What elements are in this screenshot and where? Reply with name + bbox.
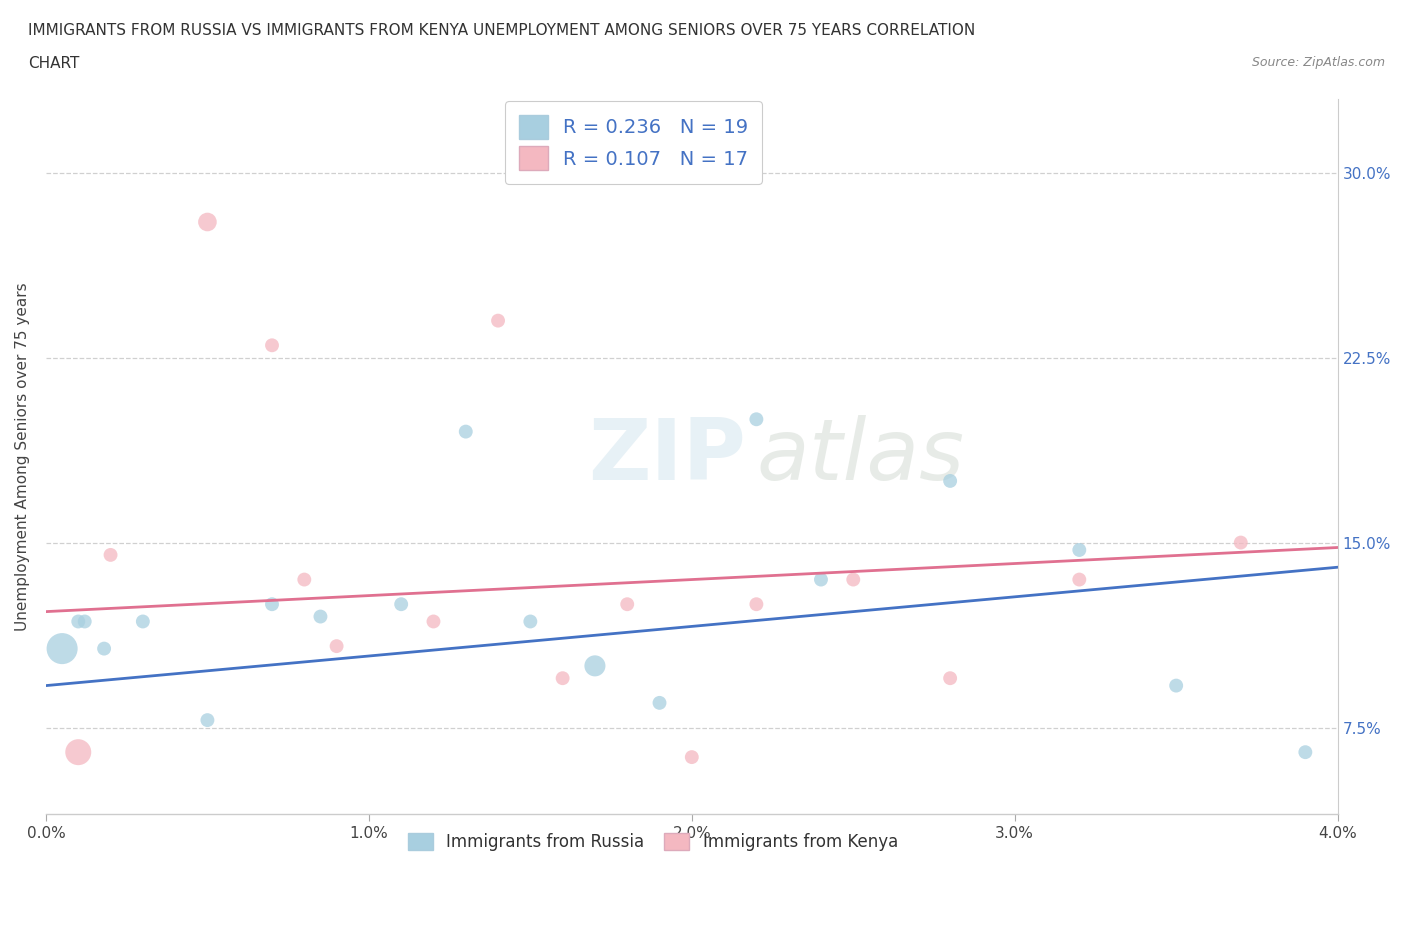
Point: [1294, 745, 1316, 760]
Point: [1166, 678, 1188, 693]
Point: [197, 712, 219, 727]
Point: [745, 412, 768, 427]
Point: [93, 641, 115, 656]
Point: [51, 641, 73, 656]
Text: IMMIGRANTS FROM RUSSIA VS IMMIGRANTS FROM KENYA UNEMPLOYMENT AMONG SENIORS OVER : IMMIGRANTS FROM RUSSIA VS IMMIGRANTS FRO…: [28, 23, 976, 38]
Text: ZIP: ZIP: [589, 415, 747, 498]
Point: [73, 614, 96, 629]
Point: [648, 696, 671, 711]
Point: [616, 597, 638, 612]
Point: [422, 614, 444, 629]
Point: [454, 424, 477, 439]
Point: [260, 597, 283, 612]
Point: [745, 597, 768, 612]
Point: [551, 671, 574, 685]
Point: [681, 750, 703, 764]
Point: [842, 572, 865, 587]
Point: [810, 572, 832, 587]
Point: [67, 745, 90, 760]
Point: [309, 609, 332, 624]
Legend: Immigrants from Russia, Immigrants from Kenya: Immigrants from Russia, Immigrants from …: [399, 824, 907, 859]
Point: [939, 473, 962, 488]
Point: [486, 313, 509, 328]
Point: [260, 338, 283, 352]
Point: [583, 658, 606, 673]
Point: [1229, 535, 1251, 550]
Text: Source: ZipAtlas.com: Source: ZipAtlas.com: [1251, 56, 1385, 69]
Point: [132, 614, 155, 629]
Point: [325, 639, 347, 654]
Text: atlas: atlas: [756, 415, 965, 498]
Point: [1069, 542, 1091, 557]
Y-axis label: Unemployment Among Seniors over 75 years: Unemployment Among Seniors over 75 years: [15, 282, 30, 631]
Point: [389, 597, 412, 612]
Point: [939, 671, 962, 685]
Point: [67, 614, 90, 629]
Point: [197, 215, 219, 230]
Text: CHART: CHART: [28, 56, 80, 71]
Point: [519, 614, 541, 629]
Point: [100, 548, 122, 563]
Point: [1069, 572, 1091, 587]
Point: [292, 572, 315, 587]
